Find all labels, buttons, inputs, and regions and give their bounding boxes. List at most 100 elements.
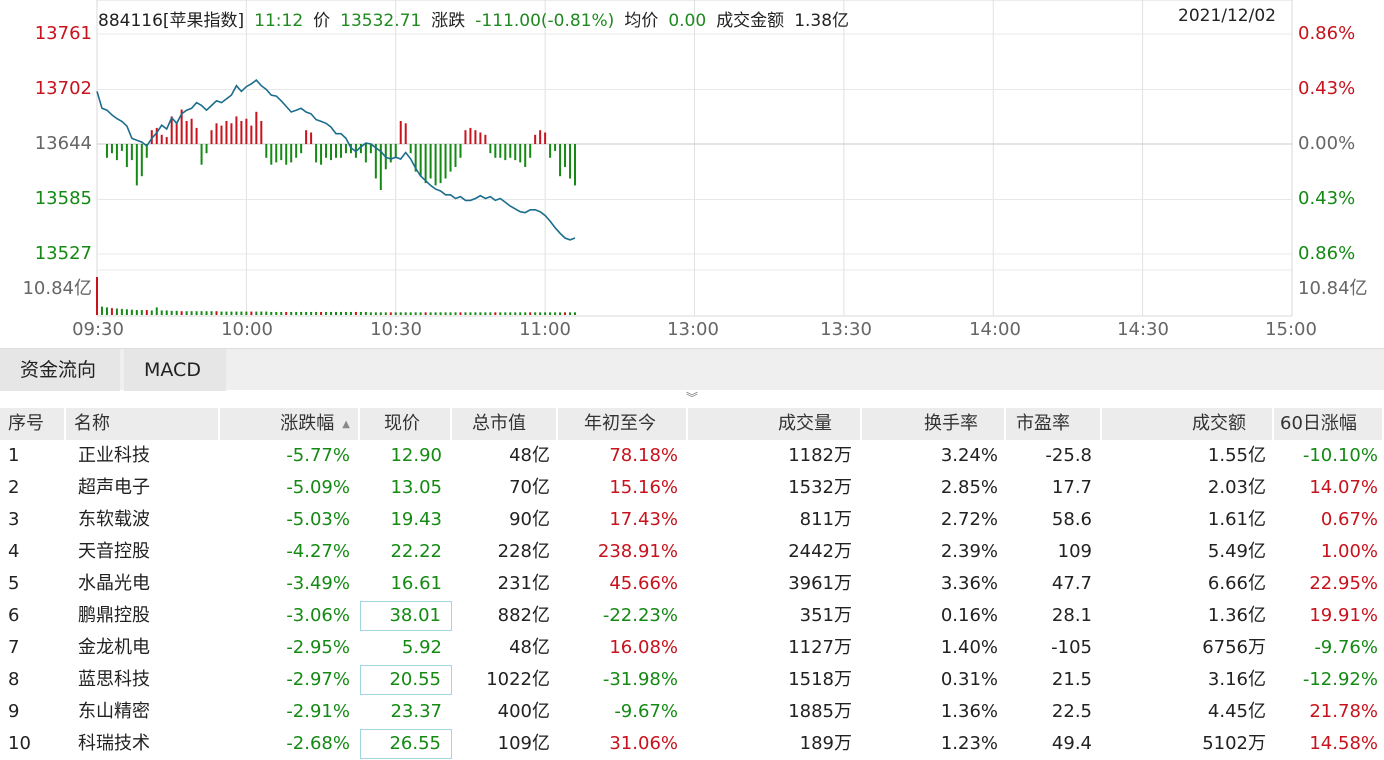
- cell-amount: 5102万: [1202, 733, 1266, 754]
- table-row[interactable]: 7 金龙机电 -2.95% 5.92 48亿 16.08% 1127万 1.40% -105 67…: [0, 632, 1384, 664]
- cell-ytd: 45.66%: [609, 573, 678, 594]
- cell-name: 科瑞技术: [78, 733, 150, 754]
- change-label: 涨跌: [431, 11, 466, 31]
- table-row[interactable]: 3 东软载波 -5.03% 19.43 90亿 17.43% 811万 2.72% 58.6 1.…: [0, 504, 1384, 536]
- quote-avg: 0.00: [668, 11, 707, 31]
- cell-market-cap: 109亿: [497, 733, 550, 754]
- indicator-tabs: 资金流向 MACD: [0, 348, 1384, 391]
- col-header-ytd[interactable]: 年初至今: [558, 408, 688, 440]
- cell-volume: 3961万: [788, 573, 852, 594]
- cell-price: 16.61: [390, 573, 442, 594]
- cell-60d: 14.07%: [1309, 477, 1378, 498]
- cell-price: 23.37: [390, 701, 442, 722]
- y-tick-left-4: 13527: [34, 243, 92, 264]
- cell-amount: 5.49亿: [1207, 541, 1266, 562]
- col-header-pe[interactable]: 市盈率: [1006, 408, 1102, 440]
- cell-pe: -25.8: [1045, 445, 1092, 466]
- table-row[interactable]: 6 鹏鼎控股 -3.06% 38.01 882亿 -22.23% 351万 0.16% 28.1…: [0, 600, 1384, 632]
- amount-label: 成交金额: [716, 11, 785, 31]
- table-row[interactable]: 5 水晶光电 -3.49% 16.61 231亿 45.66% 3961万 3.36% 47.7…: [0, 568, 1384, 600]
- price-label: 价: [313, 11, 331, 31]
- x-tick: 09:30: [72, 319, 124, 340]
- col-header-change-label: 涨跌幅: [280, 413, 335, 434]
- table-header-row: 序号 名称 涨跌幅 ▲ 现价 总市值 年初至今 成交量 换手率 市盈率 成交额 6…: [0, 408, 1384, 440]
- cell-seq: 4: [8, 541, 20, 562]
- x-tick: 14:00: [969, 319, 1021, 340]
- col-header-turnover[interactable]: 换手率: [862, 408, 1006, 440]
- cell-volume: 1182万: [788, 445, 852, 466]
- col-header-market-cap[interactable]: 总市值: [452, 408, 558, 440]
- cell-turnover: 1.40%: [940, 637, 998, 658]
- cell-60d: -12.92%: [1302, 669, 1378, 690]
- cell-price: 19.43: [390, 509, 442, 530]
- cell-price: 13.05: [390, 477, 442, 498]
- cell-seq: 3: [8, 509, 20, 530]
- sort-asc-icon: ▲: [342, 419, 350, 430]
- tab-macd[interactable]: MACD: [124, 349, 226, 391]
- x-tick: 11:00: [519, 319, 571, 340]
- table-row[interactable]: 1 正业科技 -5.77% 12.90 48亿 78.18% 1182万 3.24% -25.8…: [0, 440, 1384, 472]
- cell-turnover: 0.16%: [940, 605, 998, 626]
- cell-amount: 4.45亿: [1207, 701, 1266, 722]
- cell-amount: 2.03亿: [1207, 477, 1266, 498]
- y-tick-left-2: 13644: [34, 133, 92, 154]
- cell-turnover: 2.85%: [940, 477, 998, 498]
- cell-ytd: -9.67%: [614, 701, 678, 722]
- table-row[interactable]: 10 科瑞技术 -2.68% 26.55 109亿 31.06% 189万 1.23% 49.4…: [0, 728, 1384, 760]
- col-header-name[interactable]: 名称: [66, 408, 220, 440]
- cell-change: -2.91%: [286, 701, 350, 722]
- table-row[interactable]: 9 东山精密 -2.91% 23.37 400亿 -9.67% 1885万 1.36% 22.5…: [0, 696, 1384, 728]
- cell-change: -4.27%: [286, 541, 350, 562]
- cell-change: -2.95%: [286, 637, 350, 658]
- y-tick-right-2: 0.00%: [1298, 133, 1356, 154]
- expand-chevron-icon[interactable]: ︾: [685, 391, 698, 405]
- cell-turnover: 0.31%: [940, 669, 998, 690]
- col-header-price[interactable]: 现价: [360, 408, 452, 440]
- cell-name: 金龙机电: [78, 637, 150, 658]
- col-header-volume[interactable]: 成交量: [688, 408, 862, 440]
- quote-price: 13532.71: [340, 11, 422, 31]
- col-header-amount[interactable]: 成交额: [1102, 408, 1274, 440]
- cell-volume: 1885万: [788, 701, 852, 722]
- tab-fund-flow[interactable]: 资金流向: [0, 349, 120, 391]
- cell-ytd: 15.16%: [609, 477, 678, 498]
- cell-seq: 5: [8, 573, 20, 594]
- table-row[interactable]: 2 超声电子 -5.09% 13.05 70亿 15.16% 1532万 2.85% 17.7 2…: [0, 472, 1384, 504]
- cell-ytd: 31.06%: [609, 733, 678, 754]
- cell-seq: 1: [8, 445, 20, 466]
- cell-market-cap: 228亿: [497, 541, 550, 562]
- cell-change: -2.97%: [286, 669, 350, 690]
- cell-60d: 0.67%: [1320, 509, 1378, 530]
- quote-date: 2021/12/02: [1178, 6, 1276, 26]
- cell-change: -3.06%: [286, 605, 350, 626]
- col-header-60d[interactable]: 60日涨幅: [1274, 408, 1384, 440]
- table-row[interactable]: 8 蓝思科技 -2.97% 20.55 1022亿 -31.98% 1518万 0.31% 21…: [0, 664, 1384, 696]
- y-tick-right-0: 0.86%: [1298, 23, 1356, 44]
- quote-time: 11:12: [254, 11, 304, 31]
- quote-amount: 1.38亿: [794, 11, 850, 31]
- col-header-change[interactable]: 涨跌幅 ▲: [220, 408, 360, 440]
- col-header-seq[interactable]: 序号: [0, 408, 66, 440]
- cell-turnover: 1.36%: [940, 701, 998, 722]
- x-tick: 10:30: [370, 319, 422, 340]
- table-row[interactable]: 4 天音控股 -4.27% 22.22 228亿 238.91% 2442万 2.39% 109…: [0, 536, 1384, 568]
- intraday-chart-panel[interactable]: 884116[苹果指数] 11:12 价 13532.71 涨跌 -111.00(-0.8…: [0, 0, 1384, 348]
- cell-market-cap: 90亿: [509, 509, 550, 530]
- cell-pe: 58.6: [1051, 509, 1092, 530]
- cell-change: -5.77%: [286, 445, 350, 466]
- cell-change: -5.09%: [286, 477, 350, 498]
- intraday-chart[interactable]: [0, 0, 1384, 348]
- y-tick-right-4: 0.86%: [1298, 243, 1356, 264]
- cell-change: -3.49%: [286, 573, 350, 594]
- cell-seq: 9: [8, 701, 20, 722]
- cell-market-cap: 1022亿: [486, 669, 550, 690]
- cell-60d: -10.10%: [1302, 445, 1378, 466]
- cell-pe: -105: [1051, 637, 1092, 658]
- cell-amount: 6756万: [1202, 637, 1266, 658]
- cell-volume: 189万: [799, 733, 852, 754]
- price-line: [96, 79, 576, 241]
- cell-pe: 28.1: [1051, 605, 1092, 626]
- x-tick: 15:00: [1265, 319, 1317, 340]
- y-tick-right-3: 0.43%: [1298, 188, 1356, 209]
- cell-amount: 1.36亿: [1207, 605, 1266, 626]
